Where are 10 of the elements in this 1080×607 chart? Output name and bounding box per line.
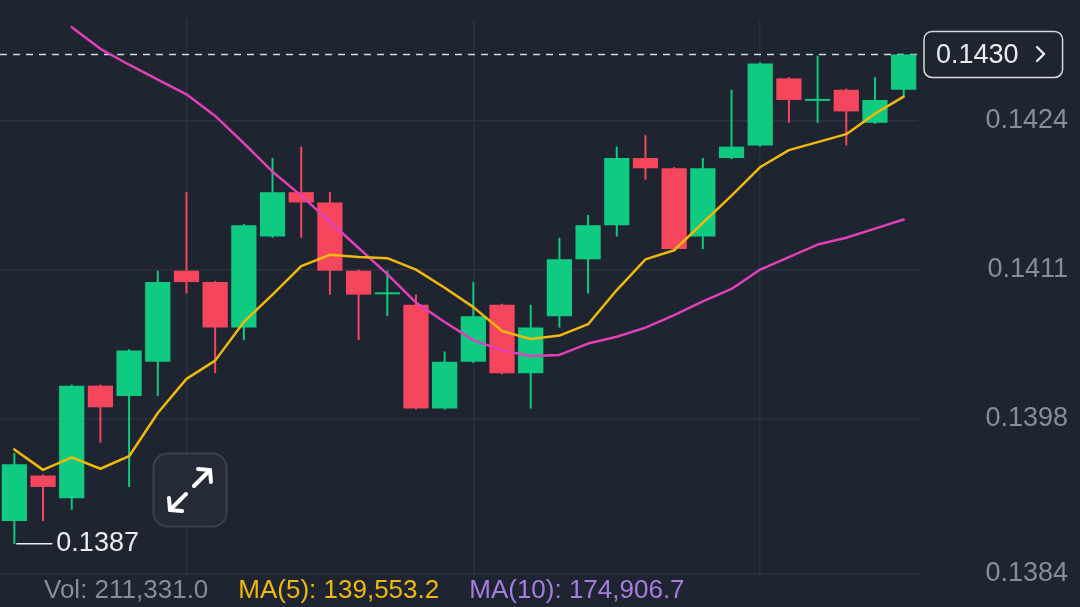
- annotation: MA(5): 139,553.2: [238, 573, 440, 605]
- y-tick-label: 0.1384: [985, 556, 1068, 587]
- annotation: Vol: 211,331.0: [44, 573, 209, 605]
- candlestick: [804, 55, 831, 123]
- y-tick-label: 0.1411: [987, 253, 1068, 284]
- y-tick-label: 0.1424: [985, 103, 1068, 134]
- y-tick-label: 0.1398: [985, 402, 1068, 433]
- annotation: MA(10): 174,906.7: [469, 573, 685, 605]
- ref-line-label: 0.1430: [936, 38, 1019, 69]
- annotation: 0.1387: [56, 527, 139, 558]
